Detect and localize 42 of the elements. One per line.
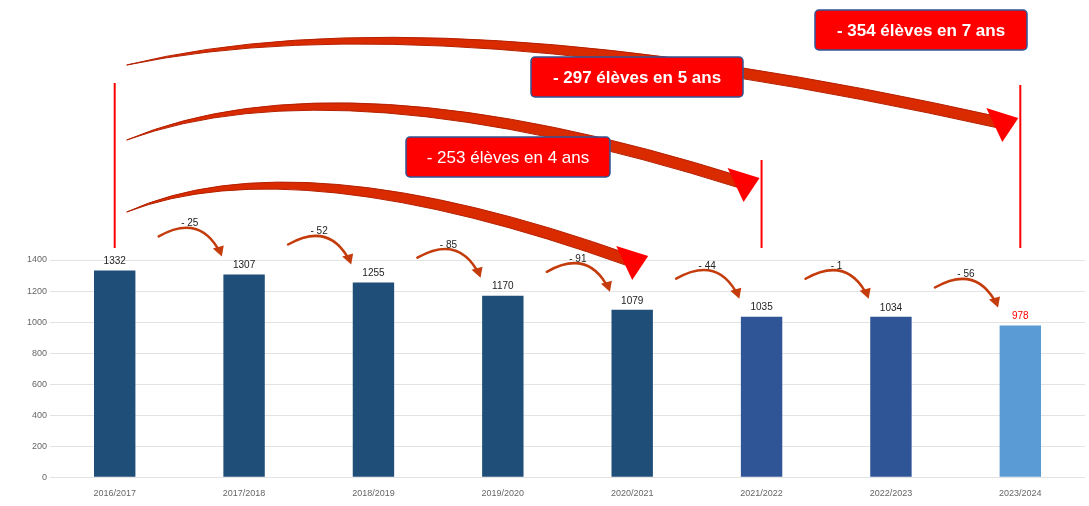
- bar: [352, 282, 395, 477]
- y-tick-label: 200: [31, 440, 48, 451]
- data-label: 1170: [492, 280, 515, 292]
- x-tick-label: 2021/2022: [740, 488, 783, 499]
- bar: [94, 270, 136, 477]
- y-tick-label: 1000: [26, 316, 48, 327]
- bar: [999, 325, 1042, 477]
- y-tick-label: 400: [31, 409, 48, 420]
- x-tick-label: 2023/2024: [999, 488, 1042, 499]
- annotation: - 91: [569, 252, 587, 264]
- x-tick-label: 2020/2021: [610, 488, 654, 499]
- text: - 25: [181, 217, 199, 229]
- y-tick-label: 800: [31, 347, 48, 358]
- annotation: - 1: [830, 259, 843, 271]
- data-label: 1079: [621, 294, 644, 306]
- y-tick-label: 0: [42, 471, 48, 482]
- bar: [482, 295, 524, 477]
- data-label: 1332: [103, 255, 127, 267]
- text: - 354 élèves en 7 ans: [836, 21, 1006, 40]
- x-tick-label: 2016/2017: [93, 488, 136, 499]
- data-label: 978: [1011, 310, 1030, 322]
- data-label: 1035: [750, 301, 774, 313]
- annotation: - 56: [957, 268, 976, 280]
- text: - 52: [310, 225, 329, 237]
- y-tick-label: 600: [31, 378, 48, 389]
- data-label: 1255: [362, 267, 386, 279]
- bar: [740, 316, 783, 477]
- y-tick-label: 1200: [26, 285, 48, 296]
- x-tick-label: 2018/2019: [352, 488, 395, 499]
- annotation: - 44: [698, 259, 717, 271]
- text: - 253 élèves en 4 ans: [426, 148, 590, 167]
- x-tick-label: 2019/2020: [481, 488, 525, 499]
- y-tick-label: 1400: [26, 254, 48, 265]
- bar: [223, 274, 265, 477]
- data-label: 1307: [232, 259, 256, 271]
- data-label: 1034: [879, 301, 903, 313]
- x-tick-label: 2017/2018: [222, 488, 266, 499]
- text: - 85: [439, 238, 458, 250]
- bar: [611, 309, 653, 477]
- bar: [870, 316, 912, 477]
- x-tick-label: 2022/2023: [869, 488, 913, 499]
- text: - 297 élèves en 5 ans: [552, 68, 722, 87]
